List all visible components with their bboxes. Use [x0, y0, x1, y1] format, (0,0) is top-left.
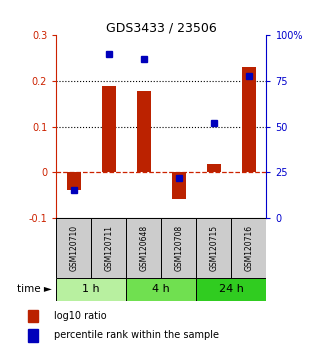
- Bar: [67, 172, 81, 190]
- Bar: [161, 218, 196, 278]
- Bar: [28, 329, 38, 342]
- Bar: [126, 278, 196, 301]
- Bar: [56, 278, 126, 301]
- Title: GDS3433 / 23506: GDS3433 / 23506: [106, 21, 217, 34]
- Text: time ►: time ►: [17, 284, 52, 294]
- Text: GSM120716: GSM120716: [244, 225, 253, 271]
- Text: GSM120715: GSM120715: [209, 225, 218, 271]
- Text: GSM120711: GSM120711: [104, 225, 113, 271]
- Text: percentile rank within the sample: percentile rank within the sample: [54, 330, 219, 341]
- Bar: [137, 91, 151, 172]
- Bar: [102, 86, 116, 172]
- Bar: [196, 218, 231, 278]
- Bar: [91, 218, 126, 278]
- Bar: [231, 218, 266, 278]
- Bar: [126, 218, 161, 278]
- Bar: [28, 309, 38, 322]
- Bar: [172, 172, 186, 199]
- Text: GSM120710: GSM120710: [69, 225, 78, 271]
- Text: 4 h: 4 h: [152, 284, 170, 295]
- Bar: [196, 278, 266, 301]
- Text: 24 h: 24 h: [219, 284, 244, 295]
- Bar: [207, 164, 221, 172]
- Bar: [56, 218, 91, 278]
- Text: GSM120648: GSM120648: [139, 225, 148, 271]
- Text: 1 h: 1 h: [82, 284, 100, 295]
- Text: GSM120708: GSM120708: [174, 225, 183, 271]
- Text: log10 ratio: log10 ratio: [54, 311, 106, 321]
- Bar: [242, 67, 256, 172]
